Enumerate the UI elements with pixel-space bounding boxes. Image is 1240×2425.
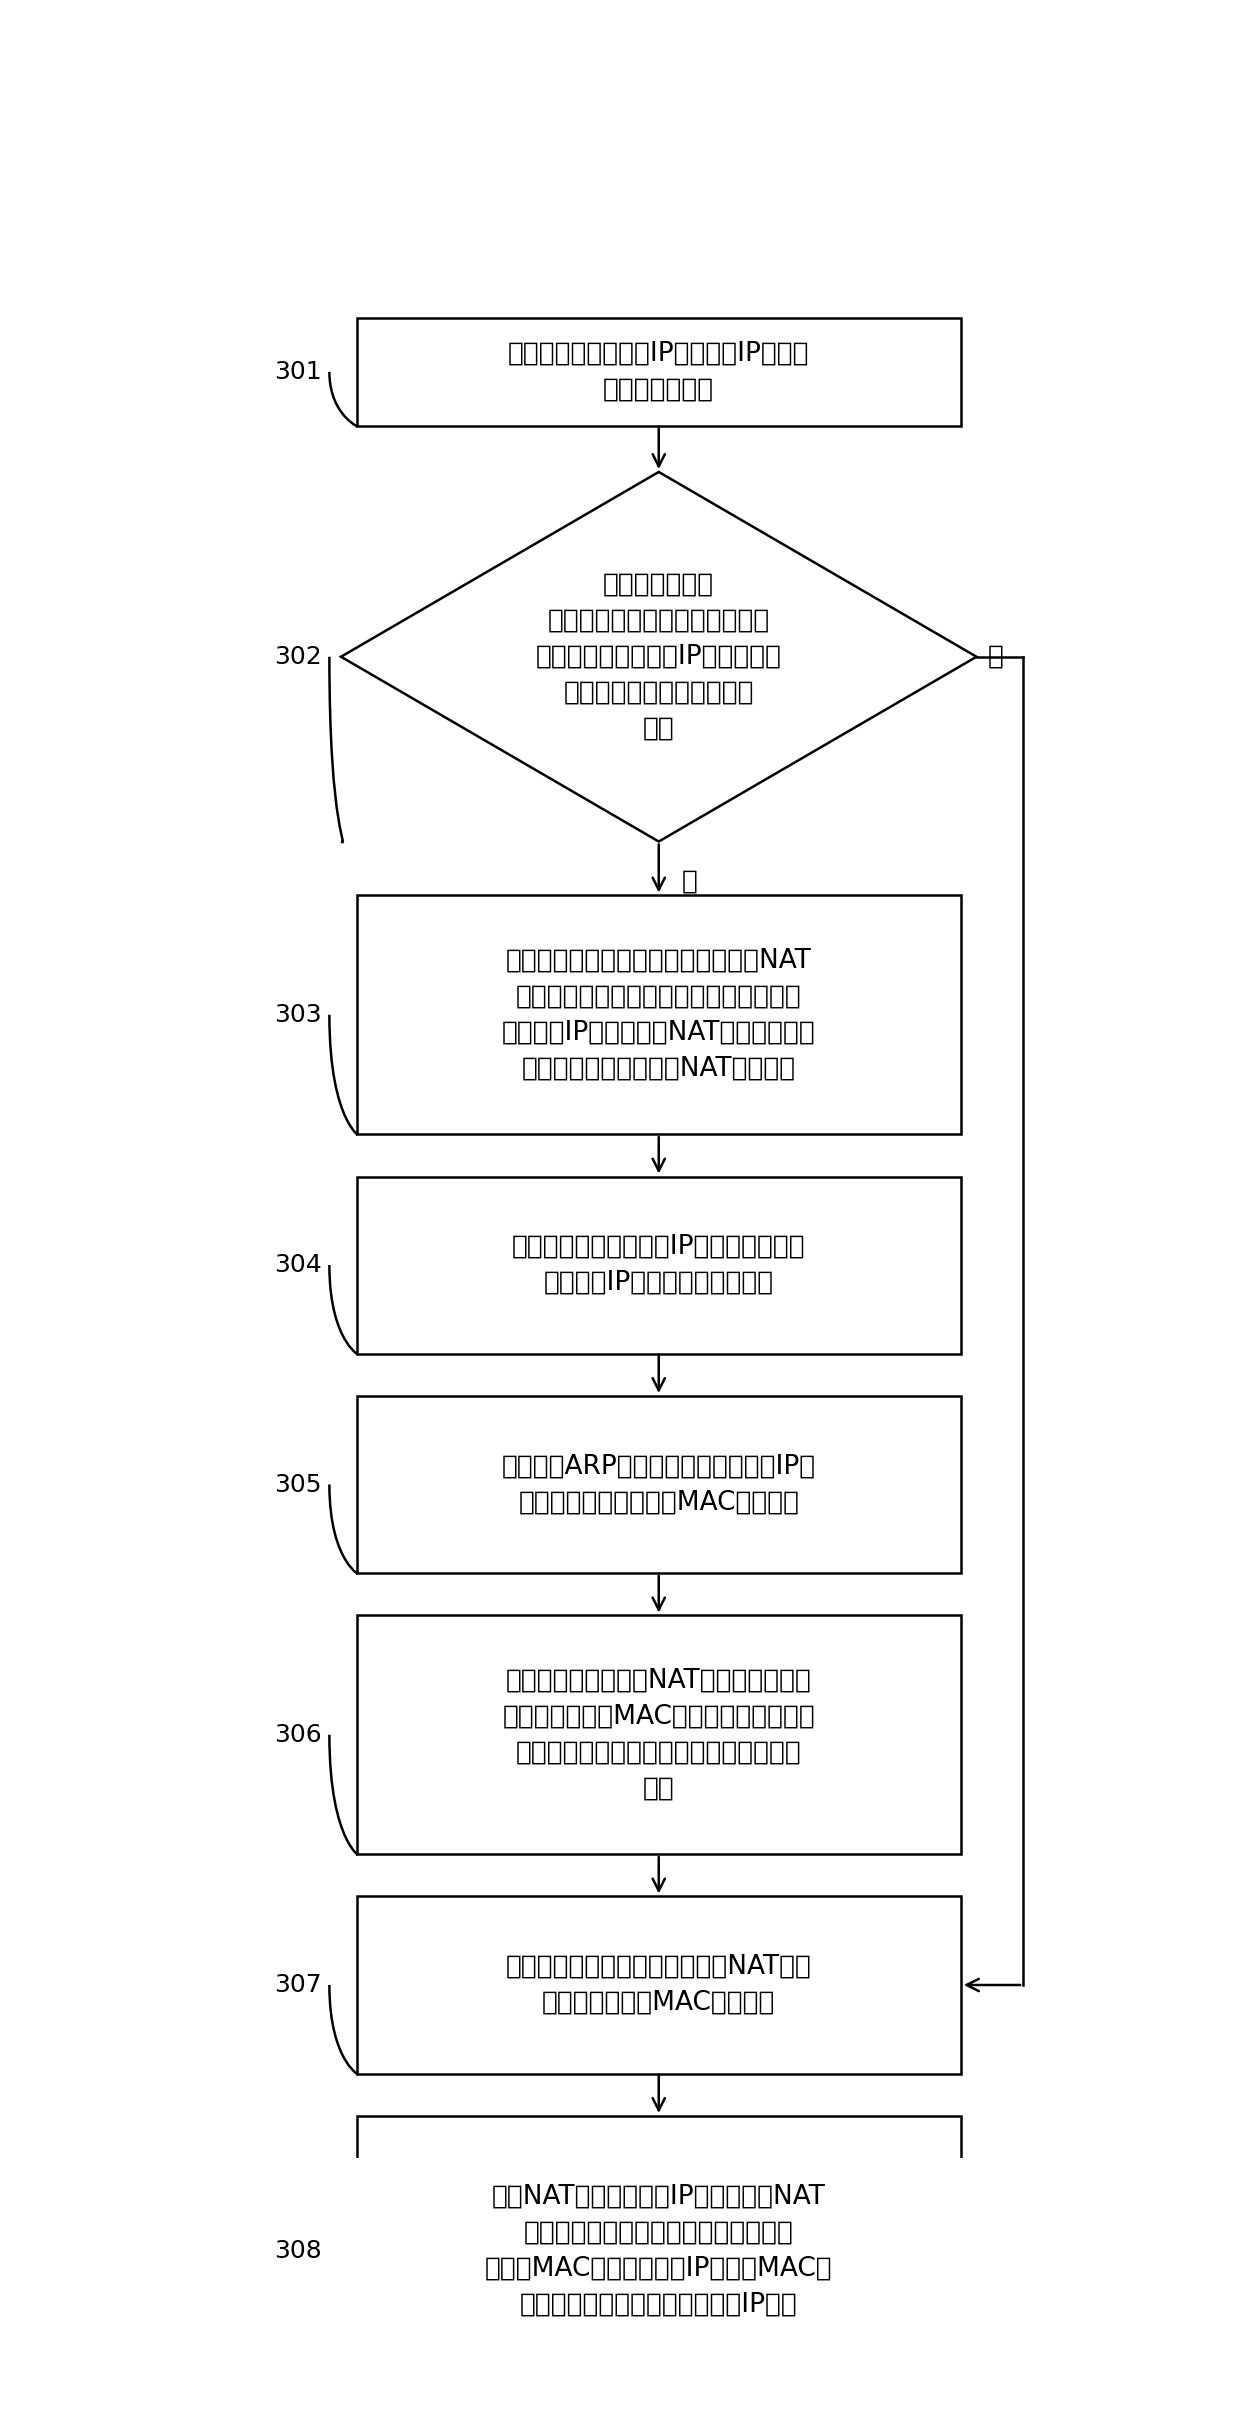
- Text: 是: 是: [988, 643, 1004, 669]
- Text: 从存储的ARP记录中查询出下一跳的IP地
址信息对应的下一跳的MAC地址信息: 从存储的ARP记录中查询出下一跳的IP地 址信息对应的下一跳的MAC地址信息: [502, 1453, 816, 1516]
- Text: 从可用地址列表中选取出符合设置的NAT
转换规则的地址替换信息，建立该地址替
换信息与IP报文中符合NAT转换规则的信
息之间的映射关系生成NAT替换信息: 从可用地址列表中选取出符合设置的NAT 转换规则的地址替换信息，建立该地址替 换…: [502, 948, 816, 1082]
- Bar: [357, 1176, 961, 1353]
- Text: 接收内网主机发送的IP报文，该IP报文包
括报文标识信息: 接收内网主机发送的IP报文，该IP报文包 括报文标识信息: [508, 342, 810, 403]
- Text: 301: 301: [274, 359, 321, 383]
- Text: 查询建立的地址
记录表中是否存储有地址记录，
该地址记录包括与该IP报文中的报
文标识信息相同的报文标识
信息: 查询建立的地址 记录表中是否存储有地址记录， 该地址记录包括与该IP报文中的报 …: [536, 572, 781, 742]
- Text: 306: 306: [274, 1722, 321, 1746]
- Bar: [357, 895, 961, 1135]
- Bar: [357, 1615, 961, 1855]
- Bar: [357, 2117, 961, 2386]
- Text: 304: 304: [274, 1254, 321, 1278]
- Text: 从该地址记录中获取出口信息、NAT替换
信息和下一跳的MAC地址信息: 从该地址记录中获取出口信息、NAT替换 信息和下一跳的MAC地址信息: [506, 1955, 812, 2015]
- Text: 305: 305: [274, 1472, 321, 1496]
- Text: 302: 302: [274, 645, 321, 669]
- Bar: [357, 318, 961, 427]
- Text: 308: 308: [274, 2238, 321, 2263]
- Text: 根据报文标识信息、NAT替换信息、出口
信息和下一跳的MAC地址信息生成地址记
录，将生成的地址记录存储到该地址记录
表中: 根据报文标识信息、NAT替换信息、出口 信息和下一跳的MAC地址信息生成地址记 …: [502, 1668, 815, 1802]
- Bar: [357, 1896, 961, 2073]
- Text: 303: 303: [274, 1004, 321, 1026]
- Text: 根据NAT替换信息对该IP报文中符合NAT
转换规则的信息进行替换处理，并据下
一跳的MAC地址信息对该IP报文的MAC头
信息进行替换处理生成处理后的IP报文: 根据NAT替换信息对该IP报文中符合NAT 转换规则的信息进行替换处理，并据下 …: [485, 2182, 832, 2318]
- Text: 否: 否: [682, 868, 698, 895]
- Bar: [357, 1397, 961, 1574]
- Polygon shape: [341, 473, 977, 841]
- Text: 从路由表中查询出目的IP地址信息对应的
下一跳的IP地址信息和出口信息: 从路由表中查询出目的IP地址信息对应的 下一跳的IP地址信息和出口信息: [512, 1234, 806, 1295]
- Text: 307: 307: [274, 1974, 321, 1998]
